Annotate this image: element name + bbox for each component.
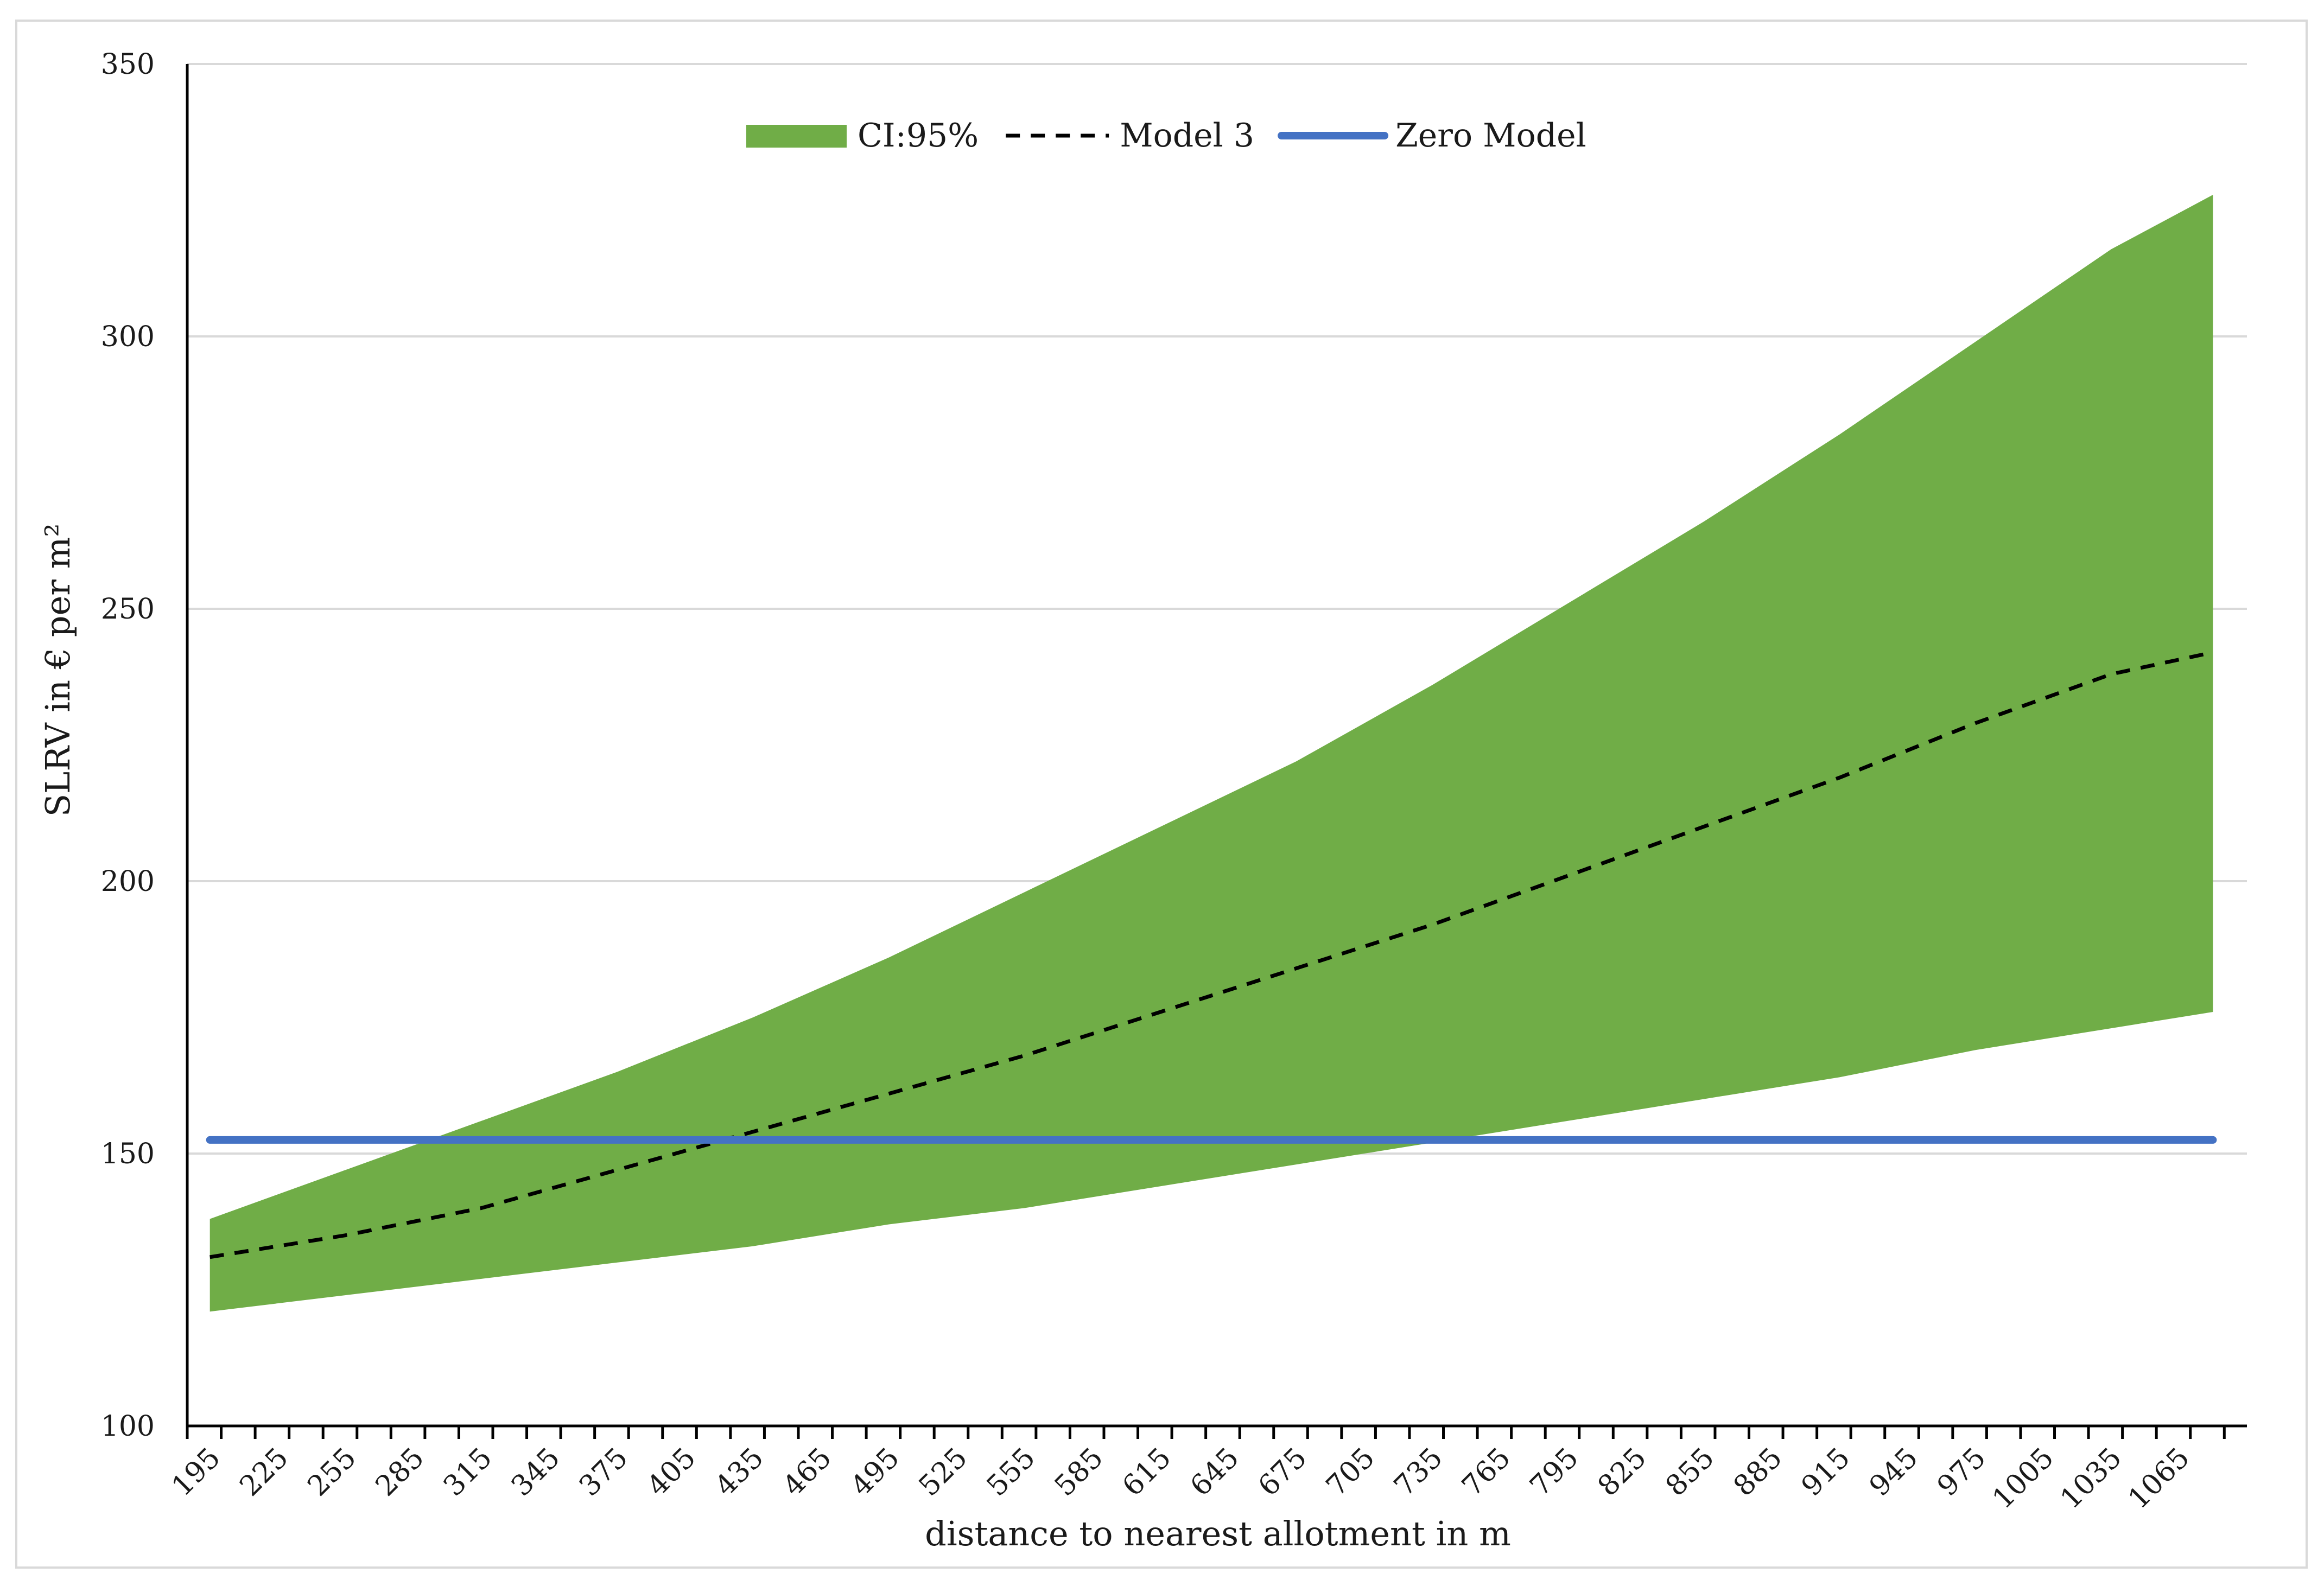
x-tick-label: 1065 <box>2122 1442 2196 1515</box>
x-tick-label: 315 <box>437 1442 499 1503</box>
legend-swatch-ci-95- <box>746 125 847 148</box>
x-tick-label: 225 <box>233 1442 295 1503</box>
axes <box>186 64 2247 1439</box>
x-tick-label: 195 <box>166 1442 227 1503</box>
x-tick-label: 735 <box>1388 1442 1449 1503</box>
series-lines-layer <box>206 650 2217 1259</box>
x-tick-label: 645 <box>1184 1442 1246 1503</box>
y-tick-label: 100 <box>101 1410 155 1443</box>
legend-label-zero-model: Zero Model <box>1395 117 1586 155</box>
x-tick-label: 585 <box>1049 1442 1110 1503</box>
confidence-band-layer <box>209 195 2213 1312</box>
x-tick-label: 975 <box>1931 1442 1992 1503</box>
y-tick-label: 150 <box>101 1138 155 1170</box>
x-tick-labels: 195 225 255 285 315 345 375 405 435 465 495 525 555 5… <box>166 1442 2196 1515</box>
legend-label-model-3: Model 3 <box>1120 117 1254 155</box>
x-tick-label: 405 <box>641 1442 702 1503</box>
x-tick-label: 915 <box>1795 1442 1857 1503</box>
x-tick-label: 465 <box>777 1442 838 1503</box>
y-tick-label: 350 <box>101 48 155 81</box>
x-tick-label: 705 <box>1320 1442 1381 1503</box>
y-tick-labels: 100 150 200 250 300 350 <box>101 48 155 1443</box>
x-tick-label: 855 <box>1660 1442 1721 1503</box>
x-tick-label: 555 <box>981 1442 1042 1503</box>
x-tick-label: 495 <box>844 1442 906 1503</box>
x-tick-label: 255 <box>301 1442 363 1503</box>
x-tick-label: 885 <box>1728 1442 1789 1503</box>
x-tick-label: 795 <box>1523 1442 1585 1503</box>
x-tick-label: 945 <box>1863 1442 1925 1503</box>
model-3-line <box>209 650 2214 1259</box>
x-tick-label: 615 <box>1116 1442 1178 1503</box>
x-tick-label: 1005 <box>1986 1442 2060 1515</box>
ci-band-area <box>209 195 2213 1312</box>
x-tick-label: 825 <box>1592 1442 1653 1503</box>
y-tick-label: 200 <box>101 865 155 898</box>
x-tick-label: 525 <box>912 1442 974 1503</box>
legend: CI:95% Model 3 Zero Model <box>746 117 1586 155</box>
legend-label-ci-95-: CI:95% <box>858 117 979 155</box>
x-tick-label: 375 <box>573 1442 634 1503</box>
x-tick-label: 1035 <box>2054 1442 2128 1515</box>
x-tick-label: 345 <box>505 1442 567 1503</box>
y-tick-label: 250 <box>101 593 155 626</box>
y-axis-title: SLRV in € per m² <box>38 524 78 817</box>
y-tick-label: 300 <box>101 321 155 353</box>
x-tick-label: 285 <box>370 1442 431 1503</box>
x-tick-label: 765 <box>1456 1442 1517 1503</box>
x-tick-label: 675 <box>1252 1442 1313 1503</box>
x-tick-label: 435 <box>709 1442 770 1503</box>
x-axis-title: distance to nearest allotment in m <box>925 1514 1511 1553</box>
